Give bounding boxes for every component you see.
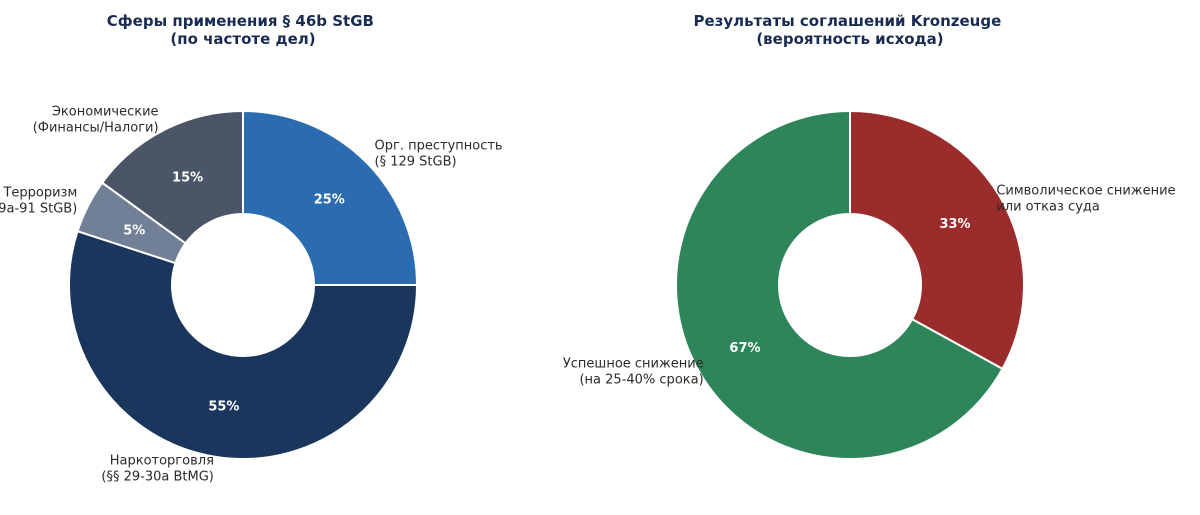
chart-title: Результаты соглашений Kronzeuge (вероятн…: [693, 12, 1006, 48]
slice-percent-label: 67%: [729, 341, 760, 356]
donut-chart-outcomes: Результаты соглашений Kronzeuge (вероятн…: [563, 12, 1176, 460]
slice-percent-label: 5%: [123, 224, 145, 239]
slice-category-label: Наркоторговля (§§ 29-30a BtMG): [101, 454, 213, 485]
donut-slice: [849, 109, 1026, 371]
donut-slice: [68, 229, 419, 460]
slice-percent-label: 55%: [208, 399, 239, 414]
chart-title: Сферы применения § 46b StGB (по частоте …: [107, 12, 379, 48]
slice-category-label: Орг. преступность (§ 129 StGB): [375, 138, 503, 169]
slice-percent-label: 25%: [314, 193, 345, 208]
donut-slice: [100, 109, 244, 245]
donut-chart-application-areas: Сферы применения § 46b StGB (по частоте …: [0, 12, 503, 485]
donut-slice: [675, 109, 1004, 460]
slice-category-label: Экономические (Финансы/Налоги): [33, 104, 159, 135]
slice-percent-label: 15%: [172, 170, 203, 185]
slice-category-label: Успешное снижение (на 25-40% срока): [563, 357, 704, 388]
slice-category-label: Символическое снижение или отказ суда: [996, 183, 1175, 214]
slice-category-label: Терроризм(§§ 89a-91 StGB): [0, 186, 77, 217]
slice-percent-label: 33%: [939, 217, 970, 232]
donut-slice: [242, 109, 419, 286]
